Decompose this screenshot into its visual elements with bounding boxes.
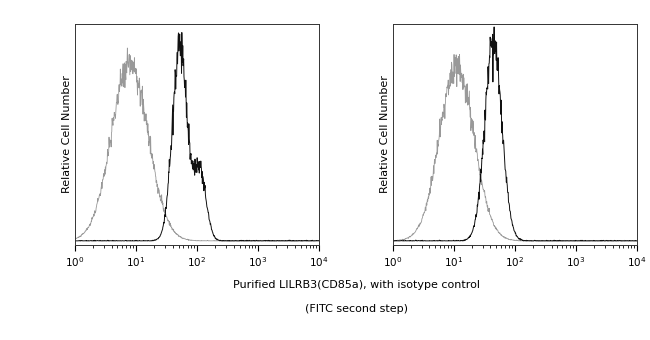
Text: Purified LILRB3(CD85a), with isotype control: Purified LILRB3(CD85a), with isotype con… [233, 280, 480, 290]
Y-axis label: Relative Cell Number: Relative Cell Number [62, 75, 72, 193]
Y-axis label: Relative Cell Number: Relative Cell Number [380, 75, 390, 193]
Text: (FITC second step): (FITC second step) [305, 304, 408, 314]
